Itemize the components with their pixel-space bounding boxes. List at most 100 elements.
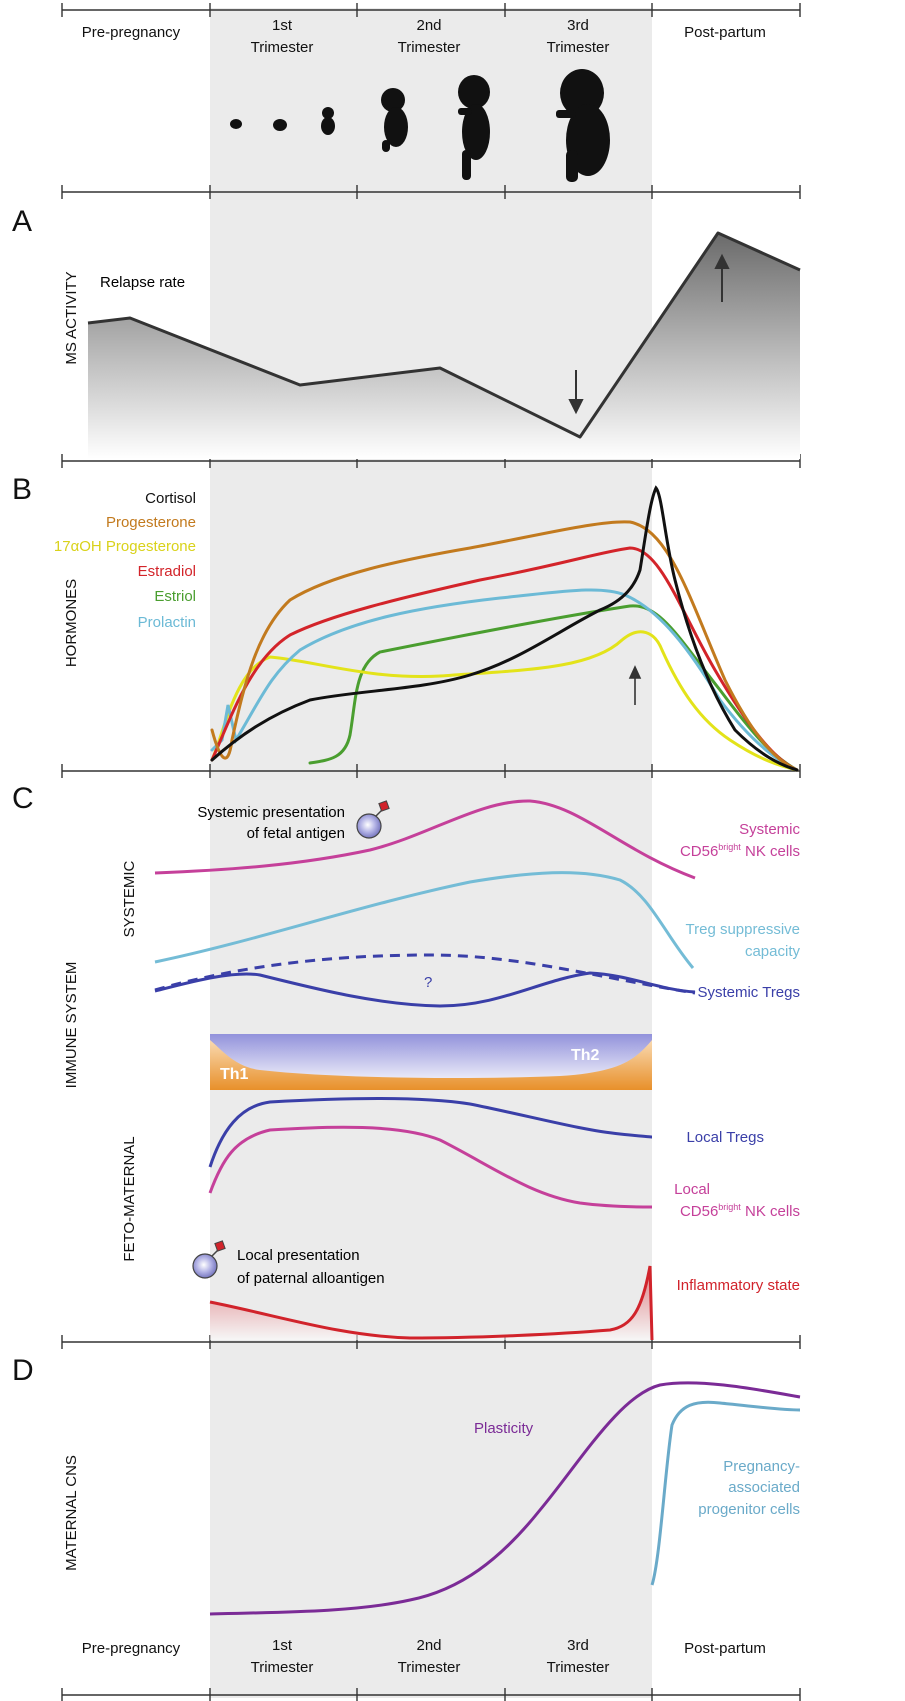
fetus-3: [321, 107, 335, 135]
local-antigen-label-2: of paternal alloantigen: [237, 1270, 385, 1287]
systemic-axis-label: SYSTEMIC: [121, 860, 138, 937]
down-arrow: [568, 370, 584, 415]
systemic-nk-curve: [154, 799, 696, 880]
immune-system-axis-label: IMMUNE SYSTEM: [63, 962, 80, 1089]
systemic-antigen-label-2: of fetal antigen: [247, 825, 345, 842]
estriol-curve: [308, 604, 799, 772]
stage-post-partum: Post-partum: [684, 24, 766, 41]
legend-estradiol: Estradiol: [138, 563, 196, 580]
treg-capacity-label-2: capacity: [745, 943, 801, 960]
nk-systemic-cd56: CD56: [680, 843, 718, 860]
stage-pre-pregnancy-bottom: Pre-pregnancy: [82, 1640, 181, 1657]
progenitor-label-2: associated: [728, 1479, 800, 1496]
prolactin-curve: [210, 588, 799, 772]
progenitor-curve: [650, 1400, 801, 1586]
stage-pre-pregnancy: Pre-pregnancy: [82, 24, 181, 41]
nk-systemic-label-2: CD56bright NK cells: [680, 842, 800, 860]
relapse-line: [87, 231, 801, 439]
timeline-axes: [61, 3, 801, 1701]
maternal-cns-axis-label: MATERNAL CNS: [63, 1455, 80, 1571]
systemic-antigen-label-1: Systemic presentation: [197, 804, 345, 821]
inflammatory-curve: [209, 1265, 654, 1341]
feto-maternal-axis-label: FETO-MATERNAL: [121, 1136, 138, 1261]
stage-second-trimester-bottom: Trimester: [398, 1659, 461, 1676]
stage-first-trimester-bottom: Trimester: [251, 1659, 314, 1676]
plasticity-curve: [209, 1381, 801, 1616]
stage-labels-bottom: Pre-pregnancy 1st Trimester 2nd Trimeste…: [82, 1637, 766, 1676]
nk-local-label-1: Local: [674, 1181, 710, 1198]
systemic-tregs-curve: [154, 971, 696, 1008]
stage-post-partum-bottom: Post-partum: [684, 1640, 766, 1657]
nk-local-label-2: CD56bright NK cells: [680, 1202, 800, 1220]
fetal-antigen-cell-icon: [356, 800, 390, 839]
stage-second-trimester: Trimester: [398, 39, 461, 56]
panel-letter-a: A: [12, 205, 32, 238]
plasticity-label: Plasticity: [474, 1420, 534, 1437]
pregnancy-band: [210, 8, 652, 1698]
stage-third-trimester: Trimester: [547, 39, 610, 56]
local-tregs-curve: [208, 1097, 653, 1168]
ohp17-curve: [210, 630, 799, 772]
th2-label: Th2: [571, 1047, 600, 1064]
hormone-up-arrow: [628, 665, 642, 705]
fetus-5: [458, 75, 490, 180]
fetus-6: [556, 69, 610, 182]
progenitor-label-1: Pregnancy-: [723, 1458, 800, 1475]
panel-letter-d: D: [12, 1354, 34, 1387]
treg-capacity-curve: [154, 871, 695, 969]
relapse-rate-label: Relapse rate: [100, 274, 185, 291]
systemic-tregs-label: Systemic Tregs: [697, 984, 800, 1001]
local-tregs-label: Local Tregs: [686, 1129, 764, 1146]
relapse-area: [88, 233, 800, 459]
nk-local-nk: NK cells: [741, 1203, 800, 1220]
th1-label: Th1: [220, 1066, 249, 1083]
local-nk-curve: [208, 1125, 653, 1209]
stage-first-trimester: Trimester: [251, 39, 314, 56]
progenitor-label-3: progenitor cells: [698, 1501, 800, 1518]
systemic-tregs-dashed: [154, 953, 696, 995]
nk-local-bright: bright: [718, 1202, 741, 1212]
alloantigen-cell-icon: [192, 1240, 226, 1279]
estradiol-curve: [210, 546, 799, 772]
fetus-4: [381, 88, 408, 152]
embryo-2: [273, 119, 287, 131]
up-arrow: [714, 253, 730, 302]
nk-systemic-bright: bright: [718, 842, 741, 852]
legend-cortisol: Cortisol: [145, 490, 196, 507]
stage-third-trimester-bottom: Trimester: [547, 1659, 610, 1676]
legend-estriol: Estriol: [154, 588, 196, 605]
cortisol-curve: [210, 485, 799, 772]
panel-d: MATERNAL CNS Plasticity Pregnancy- assoc…: [63, 1381, 801, 1616]
panel-letter-c: C: [12, 782, 34, 815]
hormones-axis-label: HORMONES: [63, 579, 80, 667]
inflammatory-label: Inflammatory state: [677, 1277, 800, 1294]
treg-capacity-label-1: Treg suppressive: [686, 921, 801, 938]
panel-c-right-labels: Systemic CD56bright NK cells Treg suppre…: [674, 821, 800, 1294]
question-mark: ?: [424, 974, 432, 991]
panel-letter-b: B: [12, 473, 32, 506]
legend-prolactin: Prolactin: [138, 614, 196, 631]
legend-17ohp: 17αOH Progesterone: [54, 538, 196, 555]
ms-activity-axis-label: MS ACTIVITY: [63, 271, 80, 364]
stage-first-bottom: 1st: [272, 1637, 293, 1654]
fetus-silhouettes: [230, 69, 610, 182]
local-antigen-label-1: Local presentation: [237, 1247, 360, 1264]
embryo-1: [230, 119, 242, 129]
stage-first: 1st: [272, 17, 293, 34]
panel-c: IMMUNE SYSTEM SYSTEMIC FETO-MATERNAL Sys…: [63, 799, 800, 1341]
nk-systemic-label-1: Systemic: [739, 821, 800, 838]
progenitor-label: Pregnancy- associated progenitor cells: [698, 1458, 800, 1518]
hormone-legend: Cortisol Progesterone 17αOH Progesterone…: [54, 490, 196, 631]
stage-labels-top: Pre-pregnancy 1st Trimester 2nd Trimeste…: [82, 17, 766, 56]
progesterone-curve: [210, 520, 799, 772]
legend-progesterone: Progesterone: [106, 514, 196, 531]
stage-second-bottom: 2nd: [416, 1637, 441, 1654]
panel-b: HORMONES Cortisol Progesterone 17αOH Pro…: [54, 485, 799, 772]
th1-th2-band: Th1 Th2: [210, 1034, 652, 1090]
inflammatory-area: [210, 1266, 652, 1340]
stage-third: 3rd: [567, 17, 589, 34]
nk-systemic-nk: NK cells: [741, 843, 800, 860]
nk-local-cd56: CD56: [680, 1203, 718, 1220]
stage-second: 2nd: [416, 17, 441, 34]
